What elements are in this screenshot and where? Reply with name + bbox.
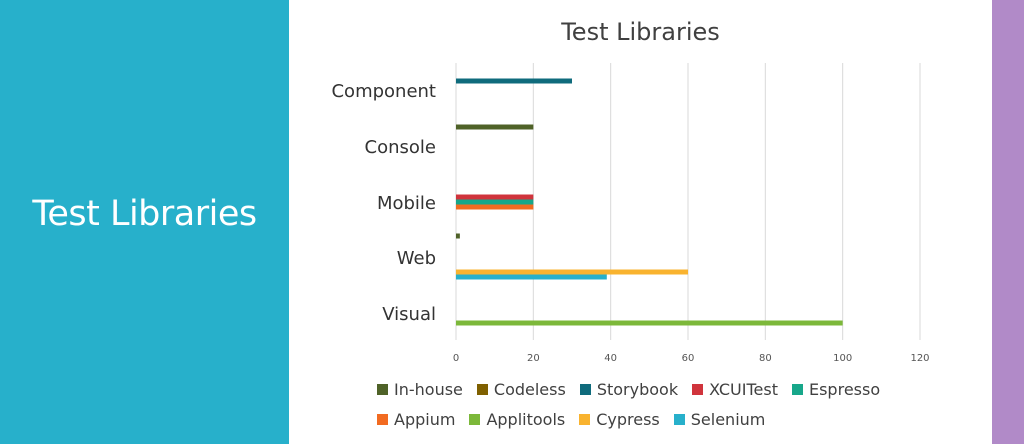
x-tick-label: 80	[759, 353, 772, 364]
bar-visual-applitools	[456, 320, 843, 326]
category-label-web: Web	[397, 248, 436, 269]
legend-label: Codeless	[493, 379, 566, 399]
legend-item-xcuitest: XCUITest	[692, 380, 778, 399]
legend-swatch	[377, 383, 388, 395]
legend-label: Cypress	[596, 409, 660, 429]
bar-console-in-house	[456, 124, 534, 130]
legend-swatch	[377, 413, 388, 425]
legend-label: Selenium	[690, 409, 766, 429]
legend-label: Appium	[394, 409, 456, 429]
legend-row: Appium Applitools Cypress Selenium	[377, 404, 897, 434]
legend-row: In-house Codeless Storybook XCUITest Espress…	[377, 374, 897, 404]
category-label-mobile: Mobile	[377, 193, 436, 214]
legend-swatch	[692, 383, 704, 395]
legend-label: Applitools	[486, 409, 566, 429]
bar-web-in-house	[456, 233, 460, 239]
bar-mobile-espresso	[456, 199, 534, 205]
x-tick-label: 40	[604, 353, 617, 364]
x-tick-label: 0	[453, 353, 459, 364]
legend-swatch	[476, 383, 488, 395]
bar-component-storybook	[456, 78, 572, 84]
legend-label: XCUITest	[709, 379, 778, 399]
legend-item-appium: Appium	[377, 410, 455, 429]
x-tick-label: 120	[910, 353, 929, 364]
legend-label: In-house	[394, 379, 463, 399]
chart-title: Test Libraries	[561, 18, 720, 46]
legend-swatch	[579, 383, 591, 395]
legend-item-codeless: Codeless	[476, 379, 566, 399]
legend-item-in-house: In-house	[377, 380, 463, 399]
bar-chart: 0 20 40 60 80 100 120 Component Console Mobile Web…	[331, 63, 930, 364]
chart-legend: In-house Codeless Storybook XCUITest Espress…	[377, 374, 897, 434]
x-tick-label: 60	[682, 353, 695, 364]
legend-item-cypress: Cypress	[579, 410, 660, 429]
legend-swatch	[579, 413, 591, 425]
x-tick-label: 20	[527, 353, 540, 364]
chart-area: Test Libraries 0 20 40 60 80 100 120 Component C…	[289, 0, 992, 444]
category-label-component: Component	[331, 81, 436, 102]
bar-web-selenium	[456, 274, 607, 280]
right-accent-strip	[992, 0, 1024, 444]
legend-swatch	[469, 413, 481, 425]
slide-title: Test Libraries	[32, 194, 257, 234]
bar-web-cypress	[456, 269, 688, 275]
legend-label: Storybook	[596, 379, 679, 399]
legend-label: Espresso	[808, 379, 881, 399]
bar-mobile-appium	[456, 204, 534, 210]
legend-item-espresso: Espresso	[791, 379, 881, 399]
legend-item-applitools: Applitools	[469, 410, 565, 429]
legend-item-storybook: Storybook	[579, 379, 679, 399]
bar-mobile-xcuitest	[456, 194, 534, 200]
x-tick-label: 100	[833, 353, 852, 364]
legend-swatch	[673, 413, 685, 425]
left-panel: Test Libraries	[0, 0, 289, 444]
category-label-visual: Visual	[382, 304, 436, 325]
category-label-console: Console	[365, 137, 436, 158]
legend-swatch	[791, 383, 803, 395]
legend-item-selenium: Selenium	[673, 409, 766, 429]
